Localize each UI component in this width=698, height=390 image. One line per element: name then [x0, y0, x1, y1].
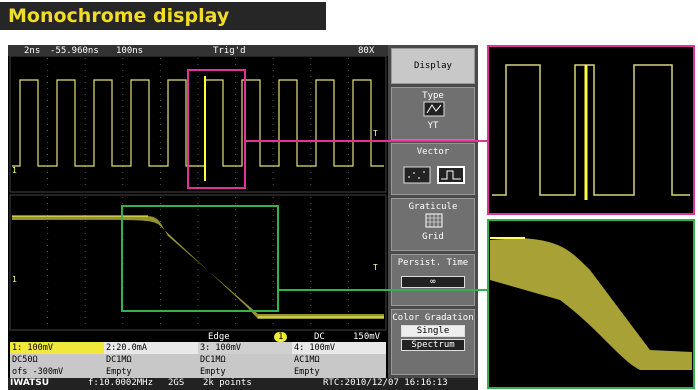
callouts — [0, 0, 698, 390]
page: {"banner": {"title": "Monochrome display… — [0, 0, 698, 390]
zoom-inset-magenta — [488, 46, 694, 214]
